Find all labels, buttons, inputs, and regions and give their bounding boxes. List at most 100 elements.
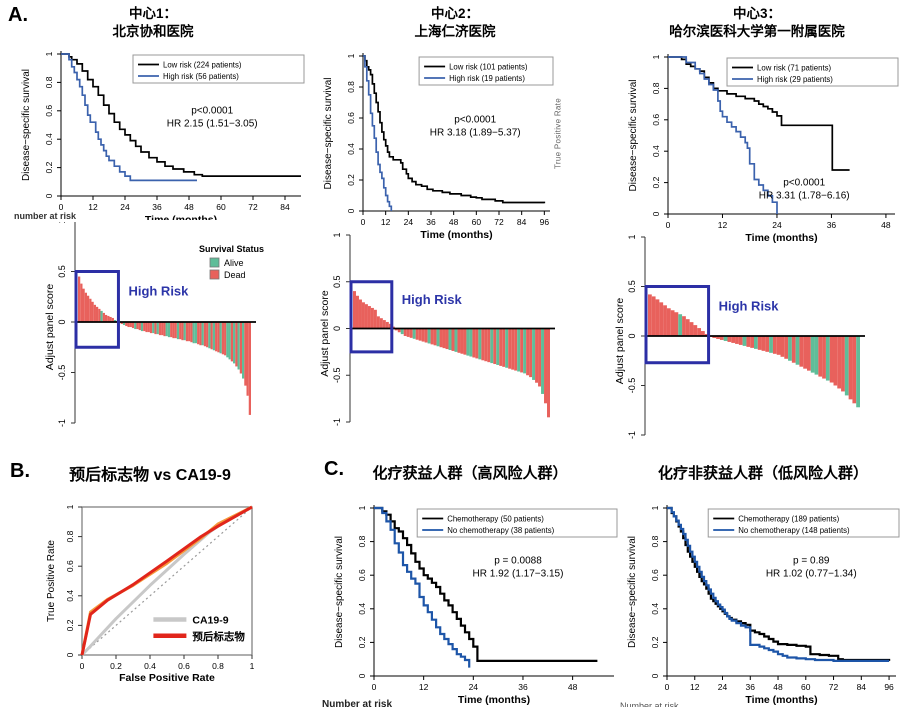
- score-bar: [829, 336, 834, 383]
- x-tick-label: 48: [773, 682, 783, 692]
- roc-plot: 预后标志物 vs CA19-9 0 0.2 0.4 0.6 0.8 1 0 0.2 0.4 0.6 0…: [8, 458, 310, 707]
- x-tick-label: 36: [827, 220, 837, 230]
- y-tick-label: 0.2: [357, 636, 367, 648]
- score-bar: [136, 322, 139, 330]
- score-bar: [199, 322, 202, 346]
- score-bar: [415, 328, 419, 340]
- high-risk-box: [349, 280, 394, 354]
- score-bar: [208, 322, 211, 349]
- y-tick-label: 1: [651, 54, 661, 59]
- score-bar: [526, 328, 530, 376]
- score-bar: [837, 336, 842, 389]
- score-bar: [129, 322, 132, 328]
- score-bar: [138, 322, 141, 331]
- x-tick-label: 60: [472, 217, 482, 227]
- score-bar: [514, 328, 518, 371]
- score-bar: [825, 336, 830, 381]
- y-tick-label: 1: [332, 232, 342, 237]
- km-plot-center3: 中心3： 哈尔滨医科大学第一附属医院 0 0.2 0.4 0.6 0.8 1 0 12 24 36 48…: [610, 4, 902, 248]
- x-tick-label: 84: [280, 202, 290, 212]
- score-bar: [776, 336, 781, 355]
- legend-label: High risk (56 patients): [163, 72, 239, 81]
- score-bar: [430, 328, 434, 345]
- score-bar: [784, 336, 789, 359]
- score-bar: [210, 322, 213, 350]
- y-tick-label: 0.6: [44, 105, 54, 117]
- x-tick-label: 48: [184, 202, 194, 212]
- status-legend-label: Alive: [224, 258, 244, 268]
- km_a2-svg: 中心2： 上海仁济医院 0 0.2 0.4 0.6 0.8 1 0 12 24 36 48 60 72 84 9…: [323, 5, 554, 241]
- y-tick-label: 0: [346, 208, 356, 213]
- x-tick-label: 0.4: [144, 661, 156, 671]
- score-bar: [111, 317, 114, 322]
- y-tick-label: 1: [346, 53, 356, 58]
- high-risk-box: [74, 270, 120, 349]
- legend-label: 预后标志物: [192, 630, 245, 643]
- y-tick-label: 0: [627, 333, 637, 338]
- score-bar: [795, 336, 800, 365]
- score-bar: [143, 322, 146, 332]
- score-bar: [547, 328, 550, 418]
- y-tick-label: 0.4: [651, 145, 661, 157]
- score-bar: [228, 322, 231, 360]
- score-bar: [152, 322, 155, 334]
- km-curve-no-chemotherapy: [374, 506, 471, 668]
- score-bar: [185, 322, 189, 342]
- x-tick-label: 84: [857, 682, 867, 692]
- score-bar: [511, 328, 515, 370]
- legend-label: Low risk (224 patients): [163, 61, 242, 70]
- y-tick-label: 0.4: [650, 603, 660, 615]
- x-tick-label: 12: [690, 682, 700, 692]
- y-tick-label: 1: [57, 222, 67, 224]
- score-bar: [400, 328, 404, 335]
- score-bar: [460, 328, 464, 354]
- score-bar: [376, 316, 380, 329]
- y-tick-label: -1: [332, 418, 342, 426]
- score-bar: [147, 322, 150, 333]
- score-bar: [149, 322, 153, 334]
- y-axis-label: Disease−specific survival: [334, 536, 345, 648]
- score-bar: [89, 298, 92, 322]
- x-tick-label: 0: [665, 682, 670, 692]
- score-bar: [719, 336, 724, 340]
- y-tick-label: 0.8: [357, 535, 367, 547]
- y-tick-label: 0.6: [65, 560, 75, 572]
- y-axis-label: Adjust panel score: [44, 284, 56, 371]
- high-risk-label: High Risk: [402, 292, 463, 307]
- score-bar: [723, 336, 728, 341]
- score-bar: [353, 291, 356, 329]
- score-bar: [731, 336, 736, 343]
- score-bar: [445, 328, 449, 350]
- score-bar: [373, 309, 377, 329]
- x-tick-label: 60: [801, 682, 811, 692]
- score-bar: [394, 328, 398, 331]
- y-tick-label: 0.2: [346, 174, 356, 186]
- score-bar: [82, 288, 85, 322]
- score-bar: [803, 336, 807, 369]
- score-bar: [158, 322, 162, 336]
- y-tick-label: -0.5: [332, 367, 342, 383]
- y-tick-label: 1: [65, 504, 75, 509]
- y-tick-label: 1: [627, 234, 637, 239]
- x-tick-label: 1: [250, 661, 255, 671]
- chart-title: 化疗获益人群（高风险人群）: [372, 464, 567, 482]
- y-tick-label: 0: [650, 673, 660, 678]
- panel-a-label: A.: [8, 4, 28, 26]
- panel-c-label: C.: [324, 458, 344, 480]
- score-bar: [761, 336, 766, 351]
- score-bar: [508, 328, 512, 369]
- high-risk-label: High Risk: [128, 284, 189, 299]
- score-bar: [206, 322, 209, 348]
- y-axis-label: Disease−specific survival: [627, 536, 638, 648]
- high-risk-label: High Risk: [719, 298, 780, 313]
- high-risk-box: [644, 285, 711, 365]
- score-bar: [712, 336, 717, 338]
- score-bar: [505, 328, 509, 368]
- score-bar: [535, 328, 539, 383]
- km-curve-high-risk: [61, 53, 197, 182]
- km-curve-low-risk: [363, 55, 546, 204]
- annotation: HR 3.18 (1.89−5.37): [430, 128, 521, 139]
- score-bar: [156, 322, 159, 335]
- y-tick-label: 0.4: [346, 143, 356, 155]
- score-bar: [385, 321, 389, 329]
